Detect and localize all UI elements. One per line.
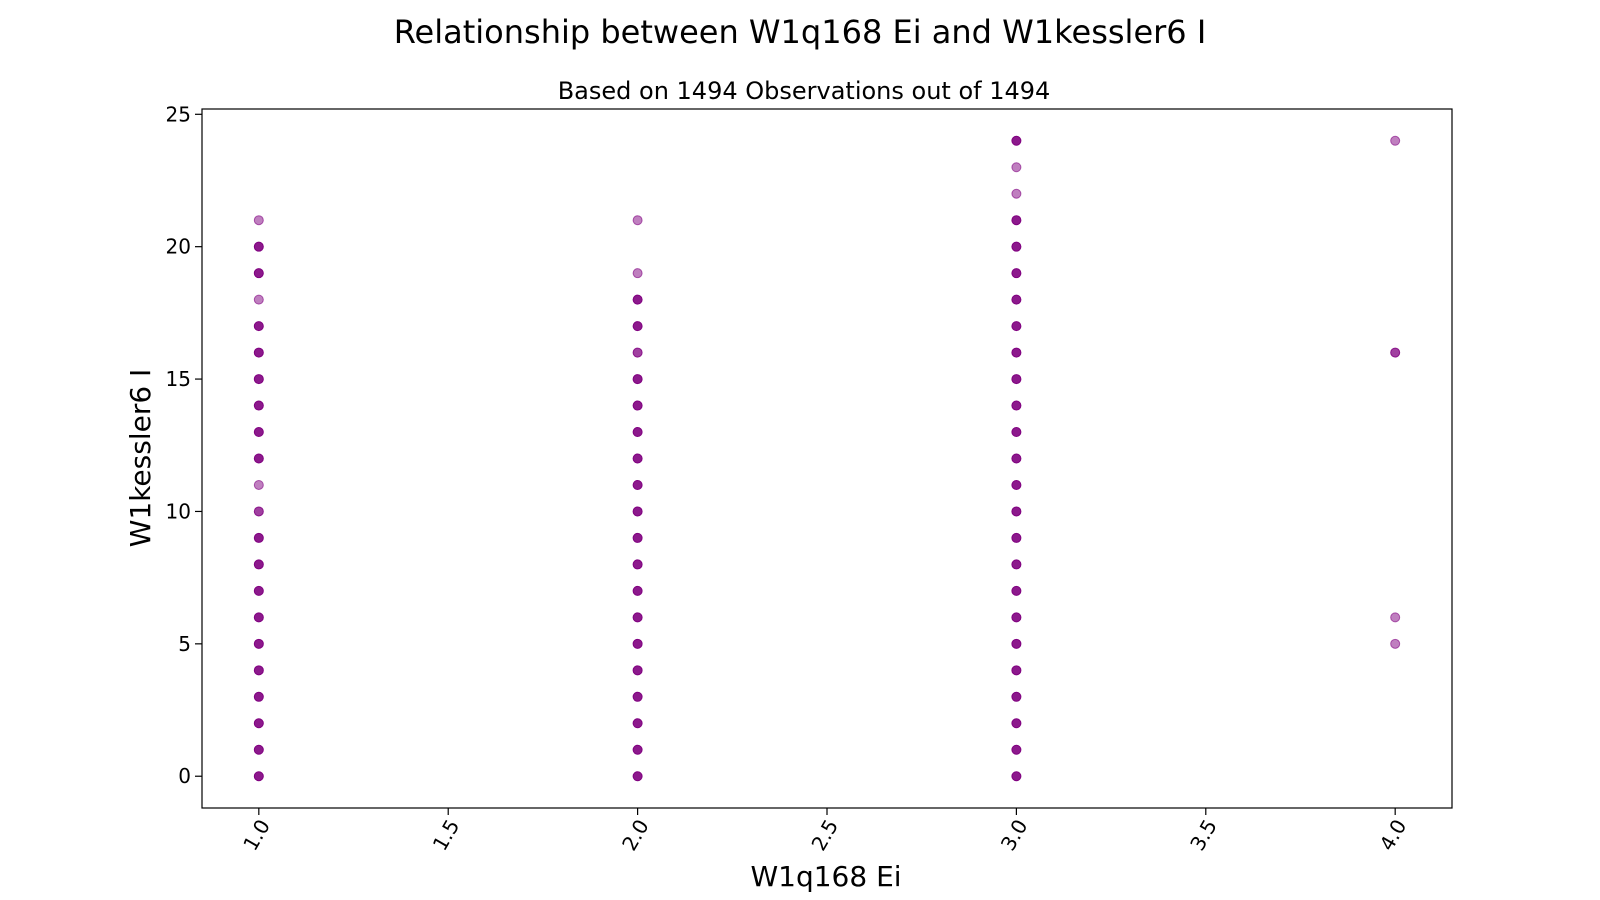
data-point [253,400,264,411]
data-point [253,771,264,782]
data-point [632,585,643,596]
data-points [253,135,1401,782]
data-point [1011,506,1022,517]
data-point [253,638,264,649]
data-point [253,215,264,226]
data-point [632,771,643,782]
data-point [632,321,643,332]
data-point [632,294,643,305]
data-point [1011,135,1022,146]
data-point [1011,241,1022,252]
y-tick-label: 25 [166,102,191,126]
chart-title: Relationship between W1q168 Ei and W1kes… [394,13,1207,51]
data-point [632,532,643,543]
data-point [632,718,643,729]
data-point [1011,532,1022,543]
data-point [253,506,264,517]
data-point [1390,135,1401,146]
data-point [1011,638,1022,649]
data-point [253,241,264,252]
data-point [632,506,643,517]
data-point [632,400,643,411]
data-point [1011,321,1022,332]
data-point [253,453,264,464]
data-point [1011,268,1022,279]
x-tick-label: 2.0 [617,815,654,855]
data-point [1011,453,1022,464]
data-point [1011,400,1022,411]
data-point [253,268,264,279]
data-point [253,744,264,755]
data-point [1011,771,1022,782]
x-tick-label: 2.5 [806,815,843,855]
data-point [253,585,264,596]
data-point [253,294,264,305]
y-tick-label: 0 [178,764,191,788]
data-point [632,612,643,623]
data-point [632,479,643,490]
data-point [253,718,264,729]
data-point [1011,162,1022,173]
data-point [632,638,643,649]
y-axis-label: W1kessler6 I [124,369,157,548]
data-point [1011,585,1022,596]
data-point [632,215,643,226]
x-tick-label: 1.0 [238,815,275,855]
data-point [253,559,264,570]
data-point [632,453,643,464]
data-point [1011,744,1022,755]
x-tick-label: 4.0 [1375,815,1412,855]
data-point [1011,665,1022,676]
data-point [632,691,643,702]
data-point [253,321,264,332]
plot-area-frame [201,108,1453,809]
data-point [632,665,643,676]
x-axis-ticks: 1.0 1.5 2.0 2.5 3.0 3.5 4.0 [238,808,1411,855]
data-point [632,268,643,279]
data-point [1011,215,1022,226]
x-tick-label: 1.5 [428,815,465,855]
y-tick-label: 5 [178,632,191,656]
data-point [1011,691,1022,702]
data-point [253,612,264,623]
x-tick-label: 3.0 [996,815,1033,855]
data-point [253,347,264,358]
data-point [253,427,264,438]
data-point [632,559,643,570]
y-tick-label: 15 [166,367,191,391]
y-axis-ticks: 0 5 10 15 20 25 [166,102,202,788]
data-point [253,479,264,490]
data-point [1390,612,1401,623]
y-tick-label: 20 [166,235,191,259]
data-point [1011,559,1022,570]
y-tick-label: 10 [166,499,191,523]
data-point [632,744,643,755]
data-point [1011,294,1022,305]
data-point [1011,347,1022,358]
data-point [1011,612,1022,623]
x-tick-label: 3.5 [1185,815,1222,855]
data-point [1011,188,1022,199]
data-point [1390,347,1401,358]
data-point [253,665,264,676]
data-point [1011,718,1022,729]
data-point [632,374,643,385]
data-point [253,532,264,543]
data-point [253,374,264,385]
data-point [1011,427,1022,438]
data-point [632,347,643,358]
x-axis-label: W1q168 Ei [750,860,901,893]
data-point [253,691,264,702]
data-point [632,427,643,438]
data-point [1011,374,1022,385]
chart-subtitle: Based on 1494 Observations out of 1494 [558,77,1051,105]
data-point [1011,479,1022,490]
data-point [1390,638,1401,649]
